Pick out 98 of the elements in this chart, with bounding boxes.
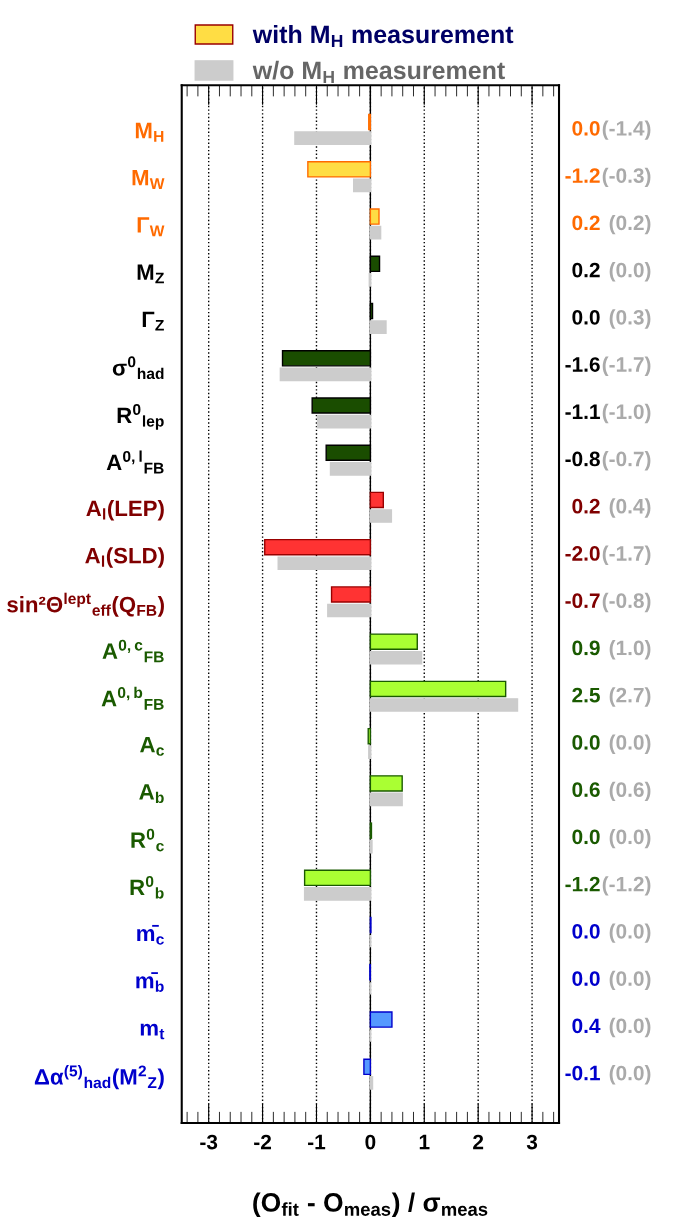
bar bbox=[352, 178, 372, 193]
x-tick-label: -1 bbox=[308, 1134, 326, 1150]
bar bbox=[329, 461, 372, 476]
data-label: (0.2) bbox=[609, 214, 651, 235]
data-label: (-1.7) bbox=[602, 545, 651, 565]
y-tick-label: A$^{0,l}$$_{FB}$ bbox=[106, 450, 164, 474]
bar bbox=[369, 491, 385, 509]
x-tick-label: 1 bbox=[419, 1134, 430, 1150]
x-tick-label: -3 bbox=[200, 1134, 218, 1150]
data-label: (2.7) bbox=[609, 687, 651, 707]
data-label: (0.0) bbox=[609, 970, 651, 991]
x-tick-label: 3 bbox=[526, 1134, 538, 1150]
y-tick-label: m̄$_{b}$ bbox=[136, 972, 164, 992]
data-label: (0.3) bbox=[609, 309, 651, 329]
data-label: -1.1 bbox=[565, 404, 600, 419]
data-label: (-0.3) bbox=[602, 167, 651, 188]
y-tick-label: m̄$_{c}$ bbox=[137, 924, 164, 945]
data-label: (0.0) bbox=[609, 923, 651, 943]
data-label: (0.0) bbox=[609, 1065, 651, 1085]
data-label: 0.0 bbox=[572, 735, 600, 750]
y-tick-label: Δα$^{(5)}$$_{had}$(M$^{2}$$_{Z}$) bbox=[34, 1065, 164, 1090]
bar bbox=[369, 1011, 393, 1028]
data-label: (-1.2) bbox=[602, 876, 651, 896]
data-label: 0.0 bbox=[572, 829, 600, 845]
y-tick-label: A$^{0,b}$$_{FB}$ bbox=[101, 686, 164, 710]
data-label: -0.8 bbox=[565, 451, 600, 467]
y-tick-label: sin²Θ$^{lept}$$_{eff}$(Q$_{FB}$) bbox=[7, 592, 164, 617]
data-label: (0.0) bbox=[609, 828, 651, 849]
bar bbox=[327, 603, 372, 618]
data-label: 2.5 bbox=[572, 687, 600, 703]
bar bbox=[369, 208, 380, 225]
bar bbox=[369, 698, 519, 712]
x-tick-label: -2 bbox=[254, 1134, 272, 1150]
bar bbox=[369, 792, 403, 807]
y-tick-label: R$^{0}$$_{lep}$ bbox=[117, 403, 164, 430]
legend-label: with M$_{H}$ measurement bbox=[252, 24, 514, 48]
bar bbox=[307, 161, 372, 178]
bar bbox=[369, 775, 403, 792]
data-label: -2.0 bbox=[565, 546, 600, 561]
y-tick-label: A$_{l}$(LEP) bbox=[86, 499, 164, 521]
bar bbox=[294, 131, 372, 145]
data-label: (0.4) bbox=[609, 498, 651, 518]
y-tick-label: Γ$_{Z}$ bbox=[142, 311, 164, 331]
x-axis-title: (O$_{fit}$ - O$_{meas}$) / σ$_{meas}$ bbox=[253, 1192, 488, 1218]
data-label: 0.0 bbox=[572, 971, 600, 986]
x-tick-label: 0 bbox=[365, 1134, 376, 1150]
data-label: 0.2 bbox=[572, 498, 600, 514]
data-label: (-1.7) bbox=[602, 356, 651, 377]
bar bbox=[279, 367, 372, 382]
bar bbox=[264, 538, 372, 556]
y-tick-label: A$_{l}$(SLD) bbox=[85, 547, 164, 568]
bar bbox=[303, 887, 372, 901]
bar bbox=[330, 586, 372, 603]
y-tick-label: R$^{0}$$_{b}$ bbox=[130, 875, 164, 899]
bar bbox=[303, 869, 372, 887]
bar bbox=[369, 320, 387, 334]
data-label: (-1.4) bbox=[602, 120, 651, 140]
bar bbox=[369, 680, 507, 698]
data-label: (-1.0) bbox=[602, 403, 651, 424]
bar bbox=[363, 1058, 372, 1076]
data-label: 0.0 bbox=[572, 923, 600, 939]
data-label: 0.0 bbox=[572, 309, 600, 325]
data-label: 0.0 bbox=[572, 120, 600, 136]
data-label: (-0.8) bbox=[602, 592, 651, 613]
y-tick-label: R$^{0}$$_{c}$ bbox=[131, 828, 164, 852]
bar bbox=[369, 509, 393, 523]
data-label: -0.7 bbox=[565, 593, 600, 609]
data-label: -1.2 bbox=[565, 168, 600, 183]
y-tick-label: m$_{t}$ bbox=[140, 1023, 165, 1040]
data-label: (0.6) bbox=[609, 781, 651, 802]
bar bbox=[369, 225, 382, 240]
bar bbox=[369, 650, 423, 665]
data-label: -1.2 bbox=[565, 876, 600, 892]
x-tick-label: 2 bbox=[473, 1134, 484, 1150]
y-tick-label: σ$^{0}$$_{had}$ bbox=[112, 356, 164, 380]
data-label: 0.2 bbox=[572, 262, 600, 278]
data-label: (0.0) bbox=[609, 734, 651, 754]
bar bbox=[316, 414, 372, 429]
data-label: (0.0) bbox=[609, 1017, 651, 1038]
data-label: 0.2 bbox=[572, 215, 600, 231]
data-label: (1.0) bbox=[609, 640, 651, 660]
data-label: 0.6 bbox=[572, 782, 600, 797]
data-label: (0.0) bbox=[609, 262, 651, 282]
y-tick-label: A$_{c}$ bbox=[140, 736, 164, 756]
y-tick-label: M$_{Z}$ bbox=[137, 264, 164, 284]
y-tick-label: A$_{b}$ bbox=[139, 784, 164, 804]
legend-label: w/o M$_{H}$ measurement bbox=[252, 60, 505, 83]
data-label: -1.6 bbox=[565, 357, 600, 372]
data-label: (-0.7) bbox=[602, 451, 651, 471]
y-tick-label: Γ$_{W}$ bbox=[137, 217, 165, 237]
data-label: 0.9 bbox=[572, 640, 600, 656]
bar bbox=[277, 556, 372, 571]
data-label: -0.1 bbox=[565, 1065, 600, 1081]
data-label: 0.4 bbox=[572, 1018, 601, 1034]
y-tick-label: M$_{H}$ bbox=[135, 122, 164, 142]
y-tick-label: M$_{W}$ bbox=[132, 170, 165, 189]
y-tick-label: A$^{0,c}$$_{FB}$ bbox=[102, 639, 164, 663]
bar bbox=[369, 633, 418, 650]
